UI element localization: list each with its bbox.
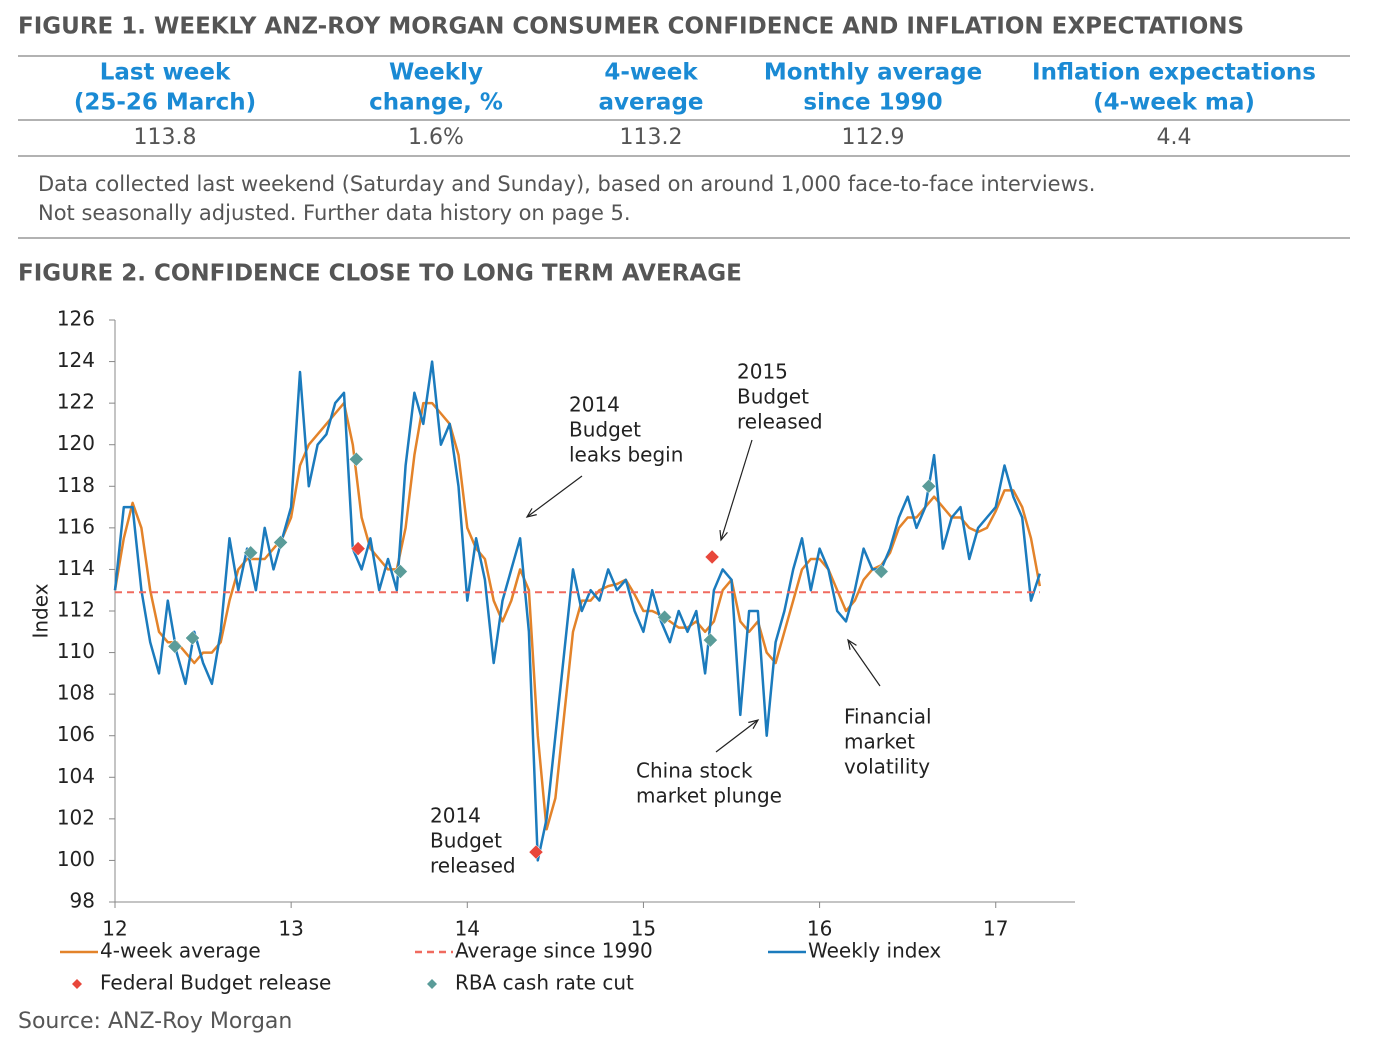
y-tick-label: 100 <box>57 847 95 871</box>
y-tick-label: 122 <box>57 390 95 414</box>
annotation-arrow <box>720 439 753 541</box>
source: Source: ANZ-Roy Morgan <box>18 1009 292 1034</box>
column-header: (4-week ma) <box>1093 90 1255 116</box>
y-tick-label: 126 <box>57 307 95 331</box>
y-tick-label: 98 <box>70 889 95 913</box>
annotation: market plunge <box>636 784 782 808</box>
annotation: released <box>737 410 823 434</box>
y-tick-label: 102 <box>57 805 95 829</box>
event-marker <box>167 638 183 654</box>
table-value: 1.6% <box>408 125 464 150</box>
y-tick-label: 120 <box>57 431 95 455</box>
table-value: 4.4 <box>1157 125 1192 150</box>
column-header: average <box>598 90 703 116</box>
legend-label: Weekly index <box>808 939 941 963</box>
event-marker <box>528 844 544 860</box>
legend-label: 4-week average <box>100 939 261 963</box>
annotation-arrow <box>715 719 759 753</box>
figure2-title: FIGURE 2. CONFIDENCE CLOSE TO LONG TERM … <box>18 261 742 287</box>
column-header: Inflation expectations <box>1032 60 1316 86</box>
table-value: 113.2 <box>620 125 683 150</box>
event-marker <box>704 549 720 565</box>
event-marker <box>273 535 288 550</box>
legend-label: RBA cash rate cut <box>455 971 634 995</box>
column-header: Monthly average <box>764 60 982 86</box>
event-marker <box>243 545 258 561</box>
event-marker <box>393 564 408 579</box>
column-header: change, % <box>369 90 503 116</box>
annotation-arrow <box>526 475 583 518</box>
annotation: 2014 <box>569 393 620 417</box>
annotation: Budget <box>430 829 502 853</box>
legend-symbol <box>427 979 437 989</box>
annotation: China stock <box>636 759 753 783</box>
y-tick-label: 116 <box>57 514 95 538</box>
arrow-head <box>719 529 728 542</box>
y-tick-label: 114 <box>57 556 95 580</box>
x-tick-label: 13 <box>278 917 303 941</box>
annotation: released <box>430 854 516 878</box>
x-tick-label: 14 <box>455 917 480 941</box>
arrow-head <box>748 719 760 729</box>
arrow-head <box>847 638 857 650</box>
y-tick-label: 106 <box>57 722 95 746</box>
figure1-title: FIGURE 1. WEEKLY ANZ-ROY MORGAN CONSUMER… <box>18 14 1244 40</box>
annotation: Financial <box>844 705 932 729</box>
annotation: 2015 <box>737 360 788 384</box>
arrow-head <box>525 508 537 518</box>
legend-label: Average since 1990 <box>455 939 653 963</box>
event-marker <box>921 478 937 494</box>
annotation-arrow <box>847 639 881 687</box>
y-tick-label: 108 <box>57 681 95 705</box>
event-marker <box>348 451 364 467</box>
y-tick-label: 118 <box>57 473 95 497</box>
event-marker <box>703 632 718 648</box>
table-value: 113.8 <box>134 125 197 150</box>
annotation: market <box>844 730 915 754</box>
y-tick-label: 110 <box>57 639 95 663</box>
column-header: since 1990 <box>803 90 942 116</box>
event-marker <box>873 564 889 579</box>
column-header: (25-26 March) <box>74 90 256 116</box>
event-marker <box>657 609 672 625</box>
column-header: Weekly <box>389 60 483 86</box>
x-tick-label: 12 <box>102 917 127 941</box>
legend-label: Federal Budget release <box>100 971 331 995</box>
x-tick-label: 16 <box>807 917 832 941</box>
column-header: Last week <box>100 60 231 86</box>
annotation: volatility <box>844 755 930 779</box>
series-line <box>113 360 1041 862</box>
column-header: 4-week <box>604 60 698 86</box>
table-value: 112.9 <box>842 125 905 150</box>
y-tick-label: 112 <box>57 598 95 622</box>
event-marker <box>185 630 200 646</box>
y-tick-label: 124 <box>57 348 95 372</box>
legend-symbol <box>72 979 82 989</box>
x-tick-label: 15 <box>631 917 656 941</box>
x-tick-label: 17 <box>983 917 1008 941</box>
annotation: Budget <box>569 418 641 442</box>
event-marker <box>350 541 366 556</box>
annotation: Budget <box>737 385 809 409</box>
y-axis-label: Index <box>29 583 53 638</box>
note: Data collected last weekend (Saturday an… <box>38 172 1095 196</box>
note: Not seasonally adjusted. Further data hi… <box>38 201 631 225</box>
annotation: leaks begin <box>569 443 683 467</box>
annotation: 2014 <box>430 804 481 828</box>
y-tick-label: 104 <box>57 764 95 788</box>
